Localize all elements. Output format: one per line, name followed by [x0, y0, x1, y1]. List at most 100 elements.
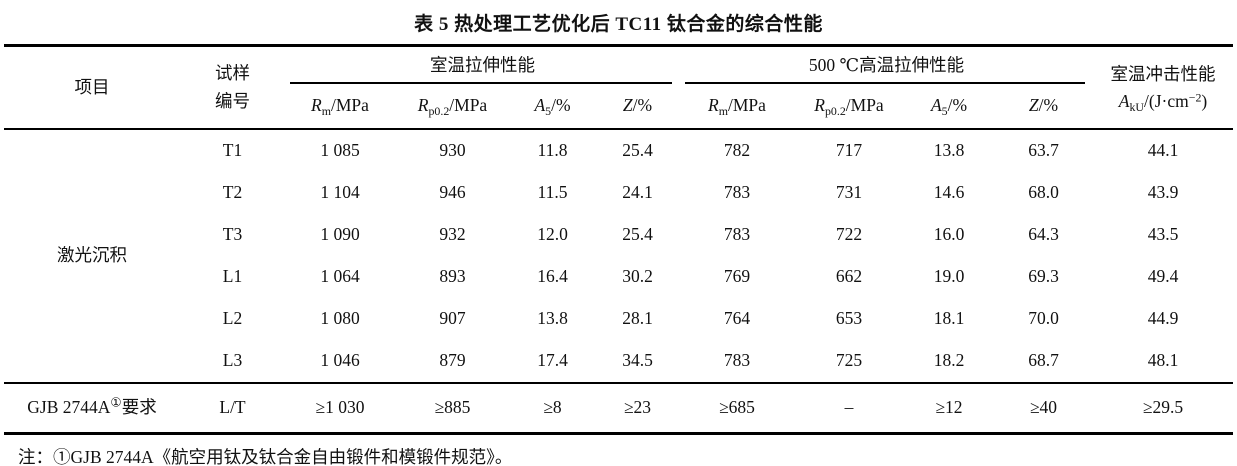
- cell-sample-id: L1: [222, 266, 243, 287]
- cell-value: 879: [439, 350, 466, 371]
- cell-value: 725: [835, 350, 863, 371]
- table-row: T3 1 090 932 12.0 25.4 783 722 16.0 64.3…: [4, 214, 1233, 256]
- cell-sample-id: L2: [222, 308, 243, 329]
- cell-value: 932: [439, 224, 466, 245]
- cell-item-group: 激光沉积: [57, 245, 127, 266]
- cell-value: 1 085: [320, 140, 360, 161]
- requirement-row: GJB 2744A①要求 L/T ≥1 030 ≥885 ≥8 ≥23 ≥685…: [4, 382, 1234, 434]
- cell-value: 14.6: [933, 182, 965, 203]
- cell-value: ≥23: [595, 382, 680, 434]
- cell-value: 782: [723, 140, 751, 161]
- cell-value: 25.4: [622, 224, 653, 245]
- cell-value: 17.4: [537, 350, 568, 371]
- table-row: L3 1 046 879 17.4 34.5 783 725 18.2 68.7…: [4, 340, 1233, 383]
- cell-value: 1 104: [320, 182, 360, 203]
- cell-value: 783: [723, 350, 751, 371]
- cell-value: 783: [723, 182, 751, 203]
- cell-sample-id: L/T: [180, 382, 285, 434]
- cell-value: ≥8: [510, 382, 595, 434]
- cell-value: 717: [835, 140, 863, 161]
- cell-value: ≥885: [395, 382, 510, 434]
- footnote-marker: ①: [110, 395, 122, 410]
- cell-value: 653: [835, 308, 863, 329]
- cell-sample-id: T3: [222, 224, 243, 245]
- cell-value: 43.9: [1147, 182, 1179, 203]
- header-col-a5-rt: A5/%: [510, 84, 595, 130]
- cell-value: ≥40: [994, 382, 1094, 434]
- header-col-z-ht: Z/%: [994, 84, 1094, 130]
- cell-value: 16.0: [933, 224, 965, 245]
- cell-value: ≥685: [680, 382, 794, 434]
- cell-value: 44.1: [1147, 140, 1179, 161]
- cell-value: 64.3: [1028, 224, 1059, 245]
- cell-value: 769: [723, 266, 751, 287]
- header-group-high-temp-tensile: 500 ℃高温拉伸性能: [680, 46, 1093, 85]
- header-col-rm-ht: Rm/MPa: [680, 84, 794, 130]
- cell-value: 70.0: [1028, 308, 1059, 329]
- cell-value: 18.1: [933, 308, 965, 329]
- cell-value: 18.2: [933, 350, 965, 371]
- header-impact: 室温冲击性能 AkU/(J·cm−2): [1093, 45, 1234, 130]
- table-row: 激光沉积 T1 1 085 930 11.8 25.4 782 717 13.8…: [4, 129, 1233, 265]
- header-impact-unit: AkU/(J·cm−2): [1118, 90, 1208, 114]
- group-rt-label: 室温拉伸性能: [430, 54, 535, 75]
- header-col-rm-rt: Rm/MPa: [285, 84, 395, 130]
- cell-value: 34.5: [622, 350, 653, 371]
- group-ht-label: 500 ℃高温拉伸性能: [808, 54, 965, 75]
- cell-requirement-label: GJB 2744A①要求: [4, 382, 180, 434]
- cell-value: 25.4: [622, 140, 653, 161]
- cell-value: 11.8: [537, 140, 568, 161]
- header-sub-row: Rm/MPa Rp0.2/MPa A5/% Z/% Rm/MPa Rp0.2/M…: [4, 84, 1233, 130]
- cell-value: 43.5: [1147, 224, 1179, 245]
- cell-value: 907: [439, 308, 466, 329]
- cell-value: 12.0: [537, 224, 568, 245]
- cell-value: 731: [835, 182, 863, 203]
- cell-value: 13.8: [537, 308, 568, 329]
- cell-value: 893: [439, 266, 466, 287]
- cell-value: 24.1: [622, 182, 653, 203]
- cell-value: 1 080: [320, 308, 360, 329]
- cell-value: ≥1 030: [285, 382, 395, 434]
- header-col-z-rt: Z/%: [595, 84, 680, 130]
- header-group-room-temp-tensile: 室温拉伸性能: [285, 46, 680, 85]
- cell-value: 764: [723, 308, 751, 329]
- cell-value: 783: [723, 224, 751, 245]
- table-row: L2 1 080 907 13.8 28.1 764 653 18.1 70.0…: [4, 298, 1233, 340]
- cell-sample-id: T2: [222, 182, 243, 203]
- header-col-rp02-ht: Rp0.2/MPa: [794, 84, 904, 130]
- cell-value: 48.1: [1147, 350, 1179, 371]
- cell-value: 946: [439, 182, 466, 203]
- cell-value: 30.2: [622, 266, 653, 287]
- cell-value: 49.4: [1147, 266, 1179, 287]
- cell-value: 28.1: [622, 308, 653, 329]
- header-item: 项目: [4, 45, 180, 130]
- cell-value: 68.0: [1028, 182, 1059, 203]
- cell-value: 44.9: [1147, 308, 1179, 329]
- table-row: L1 1 064 893 16.4 30.2 769 662 19.0 69.3…: [4, 256, 1233, 298]
- header-col-a5-ht: A5/%: [904, 84, 994, 130]
- cell-value: 13.8: [933, 140, 965, 161]
- cell-value: ≥12: [904, 382, 994, 434]
- table-caption: 表 5 热处理工艺优化后 TC11 钛合金的综合性能: [414, 14, 823, 35]
- cell-value: 1 046: [320, 350, 360, 371]
- table-footnote: 注：①GJB 2744A《航空用钛及钛合金自由锻件和模锻件规范》。: [18, 447, 513, 466]
- header-col-rp02-rt: Rp0.2/MPa: [395, 84, 510, 130]
- cell-sample-id: L3: [222, 350, 243, 371]
- cell-value: 19.0: [933, 266, 965, 287]
- cell-value: 68.7: [1028, 350, 1059, 371]
- cell-value: 1 064: [320, 266, 360, 287]
- cell-value: ≥29.5: [1093, 382, 1234, 434]
- header-sample: 试样 编号: [180, 45, 285, 130]
- cell-value: 69.3: [1028, 266, 1059, 287]
- cell-value: 1 090: [320, 224, 360, 245]
- table-row: T2 1 104 946 11.5 24.1 783 731 14.6 68.0…: [4, 172, 1233, 214]
- cell-value: 16.4: [537, 266, 568, 287]
- cell-value: 11.5: [537, 182, 568, 203]
- cell-sample-id: T1: [222, 140, 243, 161]
- cell-value: 722: [835, 224, 863, 245]
- cell-value: –: [794, 382, 904, 434]
- cell-value: 930: [439, 140, 466, 161]
- cell-value: 662: [835, 266, 863, 287]
- cell-value: 63.7: [1028, 140, 1059, 161]
